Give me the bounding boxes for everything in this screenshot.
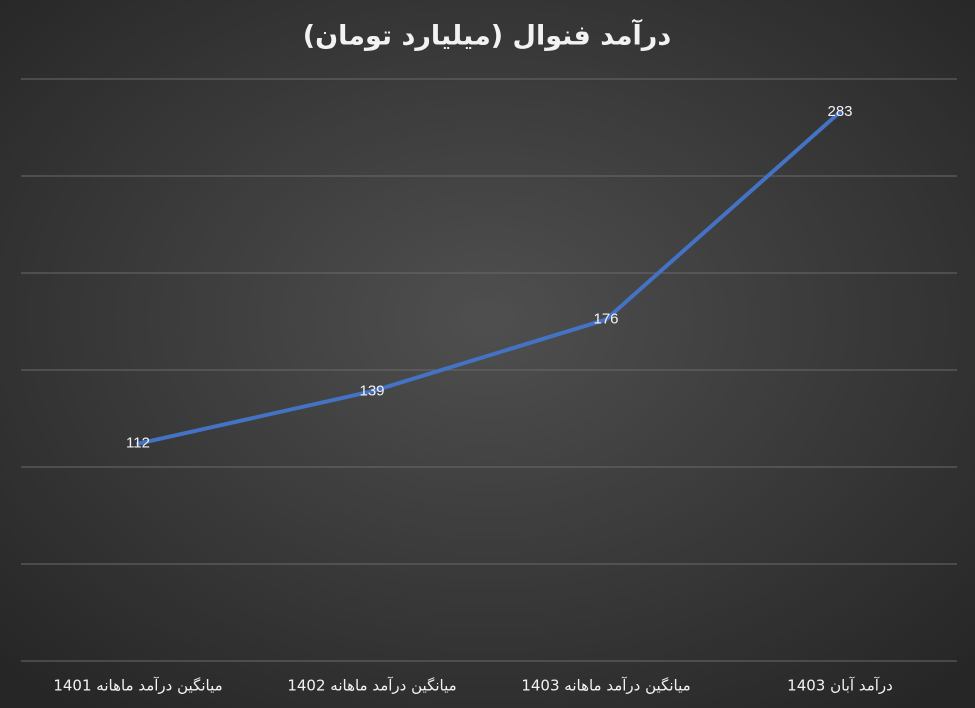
x-tick-label: میانگین درآمد ماهانه 1401 bbox=[53, 677, 222, 695]
data-line bbox=[136, 109, 842, 446]
x-tick-label: درآمد آبان 1403 bbox=[787, 677, 893, 695]
chart-title: درآمد فنوال (میلیارد تومان) bbox=[303, 19, 671, 52]
x-tick-label: میانگین درآمد ماهانه 1403 bbox=[521, 677, 690, 695]
data-label: 176 bbox=[593, 311, 618, 328]
x-tick-label: میانگین درآمد ماهانه 1402 bbox=[287, 677, 456, 695]
data-label: 112 bbox=[126, 435, 150, 452]
data-label: 283 bbox=[827, 103, 852, 120]
data-label: 139 bbox=[359, 382, 384, 399]
